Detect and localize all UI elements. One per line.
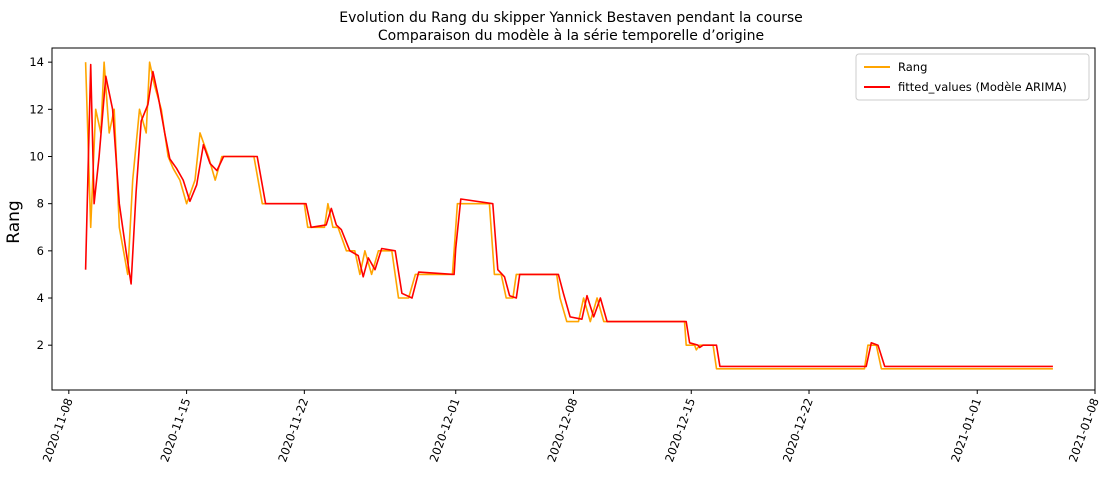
series-line-rang (84, 61, 1053, 370)
legend-box (855, 53, 1090, 101)
plot-frame (51, 47, 1096, 391)
x-tick-label: 2020-12-22 (780, 396, 816, 464)
legend-label: fitted_values (Modèle ARIMA) (898, 80, 1067, 94)
axes: 2 4 6 8 10 12 14 2020-11-08 2020-11-15 2020-11-22… (29, 55, 1101, 464)
x-tick-label: 2020-12-01 (427, 396, 463, 464)
legend: Rang fitted_values (Modèle ARIMA) (855, 53, 1090, 101)
y-tick-label: 12 (29, 102, 44, 116)
chart-subtitle: Comparaison du modèle à la série tempore… (378, 28, 764, 44)
chart-title: Evolution du Rang du skipper Yannick Bes… (339, 10, 803, 26)
x-tick-label: 2020-12-15 (662, 396, 698, 464)
y-tick-label: 14 (29, 55, 44, 69)
x-tick-label: 2021-01-01 (948, 396, 984, 464)
y-tick-label: 4 (37, 291, 44, 305)
x-tick-label: 2020-11-08 (40, 396, 76, 464)
y-tick-label: 10 (29, 149, 44, 163)
x-tick-label: 2020-11-15 (157, 396, 193, 464)
series-line-fitted-values (84, 63, 1053, 368)
y-tick-label: 6 (37, 244, 44, 258)
y-tick-label: 2 (37, 338, 44, 352)
x-tick-label: 2020-12-08 (544, 396, 580, 464)
series-lines (84, 61, 1053, 370)
x-tick-label: 2020-11-22 (275, 396, 311, 464)
y-axis-label: Rang (4, 200, 24, 243)
x-tick-label: 2021-01-08 (1066, 396, 1102, 464)
legend-label: Rang (898, 60, 927, 74)
y-tick-label: 8 (37, 197, 44, 211)
